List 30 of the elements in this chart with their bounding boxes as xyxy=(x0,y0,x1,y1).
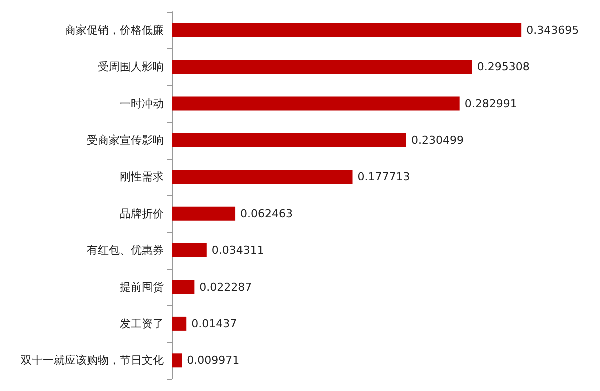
y-tick-label: 有红包、优惠券 xyxy=(87,244,164,258)
data-label: 0.009971 xyxy=(187,354,240,368)
bar xyxy=(172,96,460,111)
data-label: 0.022287 xyxy=(200,280,252,294)
y-tick-label: 一时冲动 xyxy=(120,97,164,110)
y-tick-label: 刚性需求 xyxy=(120,170,164,184)
y-tick-label: 发工资了 xyxy=(120,317,164,330)
bar xyxy=(172,133,406,148)
data-label: 0.343695 xyxy=(526,24,580,37)
y-tick-label: 商家促销，价格低廉 xyxy=(65,24,164,37)
data-label: 0.230499 xyxy=(411,134,464,147)
bar xyxy=(172,206,236,221)
data-label: 0.01437 xyxy=(192,317,238,330)
y-tick-label: 品牌折价 xyxy=(120,207,164,220)
bar xyxy=(172,244,207,258)
data-label: 0.282991 xyxy=(464,97,518,110)
bar xyxy=(172,60,472,74)
y-tick-label: 双十一就应该购物，节日文化 xyxy=(21,354,164,368)
bar xyxy=(172,280,195,294)
data-label: 0.177713 xyxy=(358,170,410,184)
y-tick-label: 提前囤货 xyxy=(120,280,164,294)
bar xyxy=(172,316,187,331)
data-label: 0.062463 xyxy=(240,207,294,220)
bar xyxy=(172,23,522,38)
data-label: 0.034311 xyxy=(212,244,264,258)
data-label: 0.295308 xyxy=(477,60,530,74)
y-tick-label: 受商家宣传影响 xyxy=(87,134,164,147)
y-tick-label: 受周围人影响 xyxy=(98,60,164,74)
bar xyxy=(172,170,353,184)
bar xyxy=(172,354,182,368)
